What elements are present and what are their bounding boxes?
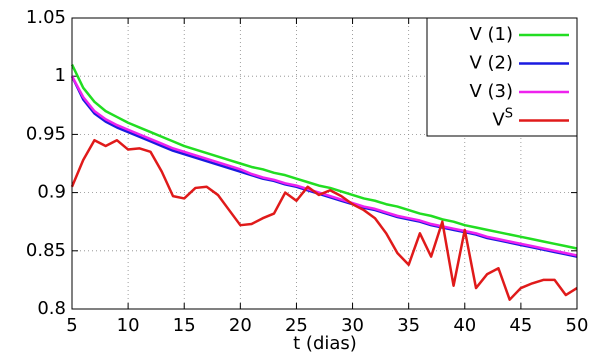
legend-label-text: V [492, 110, 505, 131]
legend-label: V (1) [469, 24, 513, 45]
x-tick-label: 15 [173, 315, 196, 336]
series-line [70, 75, 578, 257]
x-tick-label: 50 [566, 315, 589, 336]
y-tick-label: 0.8 [37, 298, 66, 319]
y-tick-label: 0.85 [26, 240, 66, 261]
legend-box [426, 17, 578, 137]
x-axis-label: t (dias) [293, 333, 357, 354]
legend-label: VS [492, 106, 513, 131]
legend-label: V (3) [469, 81, 513, 102]
legend-label-text: V (2) [469, 53, 513, 74]
x-tick-label: 10 [117, 315, 140, 336]
legend-label-text: V (1) [469, 24, 513, 45]
y-tick-label: 1.05 [26, 7, 66, 28]
y-tick-label: 1 [55, 65, 66, 86]
x-tick-label: 35 [397, 315, 420, 336]
legend-label-text: V (3) [469, 81, 513, 102]
x-tick-label: 20 [229, 315, 252, 336]
x-tick-label: 30 [341, 315, 364, 336]
y-tick-label: 0.9 [37, 182, 66, 203]
series-line [70, 64, 578, 250]
x-tick-label: 5 [66, 315, 77, 336]
y-tick-label: 0.95 [26, 123, 66, 144]
legend-label-superscript: S [505, 106, 513, 121]
plot-frame [71, 17, 578, 310]
x-tick-label: 25 [285, 315, 308, 336]
series-line [70, 138, 578, 301]
x-tick-label: 45 [509, 315, 532, 336]
legend-label: V (2) [469, 53, 513, 74]
x-tick-label: 40 [453, 315, 476, 336]
